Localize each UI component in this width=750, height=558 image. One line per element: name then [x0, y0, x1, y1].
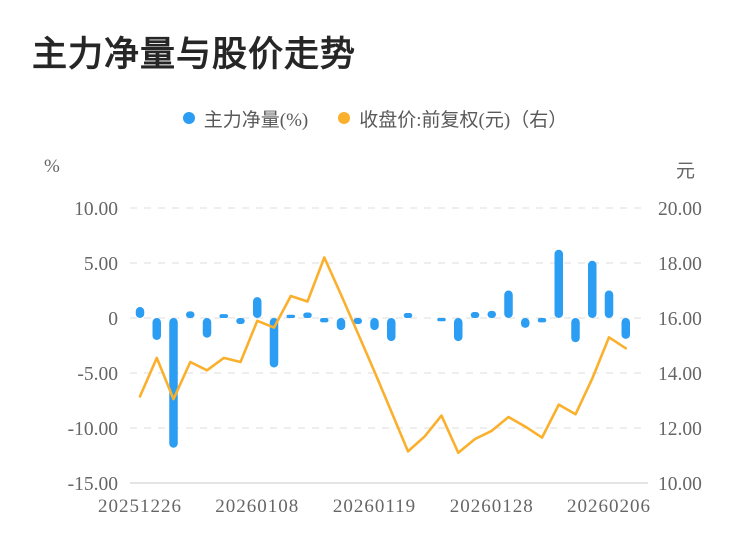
- x-tick-label: 20260128: [450, 496, 534, 517]
- bar-main-net-volume: [253, 297, 262, 318]
- x-tick-label: 20251226: [98, 496, 182, 517]
- bar-main-net-volume: [152, 318, 161, 340]
- bar-main-net-volume: [186, 311, 195, 318]
- bar-main-net-volume: [588, 260, 597, 318]
- legend-dot-icon: [338, 112, 351, 124]
- legend-dot-icon: [182, 112, 195, 124]
- left-tick-label: -10.00: [68, 419, 118, 440]
- bar-main-net-volume: [269, 318, 279, 368]
- bar-main-net-volume: [403, 313, 413, 318]
- left-tick-label: -5.00: [77, 364, 118, 385]
- bar-main-net-volume: [169, 318, 178, 448]
- chart-title: 主力净量与股价走势: [32, 35, 357, 74]
- bar-main-net-volume: [320, 318, 329, 323]
- bar-main-net-volume: [554, 249, 563, 318]
- bar-main-net-volume: [470, 311, 480, 318]
- x-tick-label: 20260119: [333, 496, 416, 517]
- bar-main-net-volume: [487, 310, 496, 318]
- close-price-line: [138, 256, 628, 455]
- bar-main-net-volume: [370, 318, 379, 331]
- legend-item-close-price[interactable]: 收盘价:前复权(元)（右）: [338, 105, 567, 132]
- right-tick-label: 20.00: [658, 199, 702, 220]
- x-tick-label: 20260206: [567, 496, 651, 517]
- bar-main-net-volume: [387, 318, 396, 342]
- bar-main-net-volume: [303, 312, 312, 318]
- right-axis-unit: 元: [676, 161, 696, 182]
- bar-main-net-volume: [504, 290, 513, 318]
- bar-main-net-volume: [202, 318, 212, 338]
- bar-main-net-volume: [621, 318, 630, 339]
- right-tick-label: 10.00: [658, 474, 702, 495]
- bar-main-net-volume: [286, 314, 295, 318]
- x-tick-label: 20260108: [215, 496, 299, 517]
- left-axis-unit: %: [44, 156, 60, 177]
- bar-main-net-volume: [537, 318, 547, 323]
- bar-main-net-volume: [353, 318, 362, 325]
- legend-item-label: 收盘价:前复权(元)（右）: [359, 109, 568, 131]
- right-tick-label: 14.00: [658, 364, 702, 385]
- left-tick-label: 5.00: [84, 254, 118, 275]
- right-tick-label: 18.00: [658, 254, 702, 275]
- bar-main-net-volume: [604, 290, 614, 318]
- bar-main-net-volume: [437, 318, 446, 322]
- bar-main-net-volume: [454, 318, 463, 342]
- legend-item-main-net-volume[interactable]: 主力净量(%): [182, 105, 309, 132]
- legend-item-label: 主力净量(%): [203, 109, 309, 131]
- bar-main-net-volume: [236, 318, 245, 325]
- right-tick-label: 12.00: [658, 419, 702, 440]
- bar-main-net-volume: [521, 318, 530, 328]
- left-tick-label: 10.00: [74, 199, 118, 220]
- left-tick-label: -15.00: [68, 474, 118, 495]
- bar-main-net-volume: [571, 318, 580, 343]
- right-tick-label: 16.00: [658, 309, 702, 330]
- bar-main-net-volume: [135, 307, 145, 318]
- legend: 主力净量(%) 收盘价:前复权(元)（右）: [0, 104, 750, 132]
- bar-main-net-volume: [219, 314, 228, 318]
- bar-main-net-volume: [336, 318, 346, 331]
- left-tick-label: 0: [108, 309, 118, 330]
